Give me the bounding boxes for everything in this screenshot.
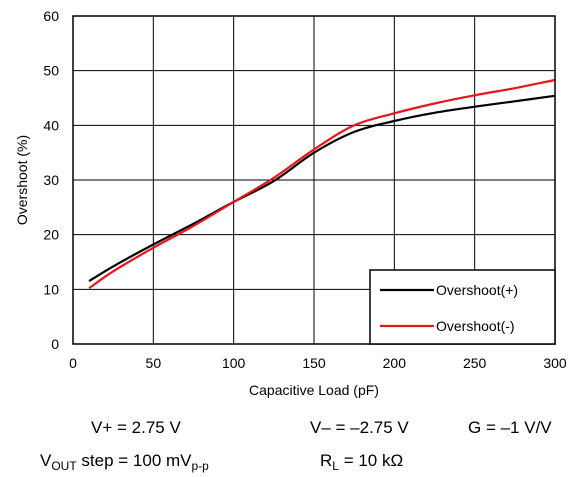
y-tick-label: 50 (43, 63, 59, 79)
vout-step-condition: VOUT step = 100 mVp-p (40, 451, 209, 473)
series-line-overshoot-minus (88, 78, 556, 290)
series-lines (88, 78, 556, 290)
x-tick-label: 250 (463, 355, 487, 371)
y-tick-label: 20 (43, 227, 59, 243)
x-tick-labels: 0 50 100 150 200 250 300 (69, 355, 567, 371)
x-tick-label: 300 (543, 355, 567, 371)
x-tick-label: 50 (146, 355, 162, 371)
y-tick-label: 60 (43, 8, 59, 24)
vout-step-text: step = 100 mV (76, 451, 192, 470)
legend-label: Overshoot(+) (436, 282, 518, 298)
rl-condition: RL = 10 kΩ (320, 451, 403, 473)
y-tick-label: 10 (43, 281, 59, 297)
grid-lines (73, 16, 555, 344)
x-tick-label: 150 (302, 355, 326, 371)
overshoot-chart: 0 50 100 150 200 250 300 0 10 20 30 40 50 60 Capacit… (14, 8, 567, 398)
y-axis-label: Overshoot (%) (14, 135, 30, 225)
vout-subscript: OUT (51, 459, 77, 473)
y-tick-label: 30 (43, 172, 59, 188)
legend-box (369, 269, 556, 345)
x-axis-label: Capacitive Load (pF) (249, 382, 379, 398)
plot-frame (72, 15, 556, 345)
vplus-condition: V+ = 2.75 V (91, 418, 181, 437)
legend: Overshoot(+) Overshoot(-) (369, 269, 556, 345)
y-tick-labels: 0 10 20 30 40 50 60 (43, 8, 59, 352)
y-tick-label: 0 (51, 336, 59, 352)
x-tick-label: 200 (383, 355, 407, 371)
vout-pp-subscript: p-p (191, 459, 209, 473)
y-tick-label: 40 (43, 117, 59, 133)
series-line-overshoot-plus (88, 94, 556, 283)
legend-label: Overshoot(-) (436, 318, 515, 334)
rl-symbol: R (320, 451, 333, 470)
rl-value: = 10 kΩ (338, 451, 404, 470)
vminus-condition: V– = –2.75 V (310, 418, 409, 437)
x-tick-label: 100 (222, 355, 246, 371)
gain-condition: G = –1 V/V (468, 418, 552, 437)
rl-subscript: L (332, 459, 339, 473)
x-tick-label: 0 (69, 355, 77, 371)
vout-symbol: V (40, 451, 52, 470)
